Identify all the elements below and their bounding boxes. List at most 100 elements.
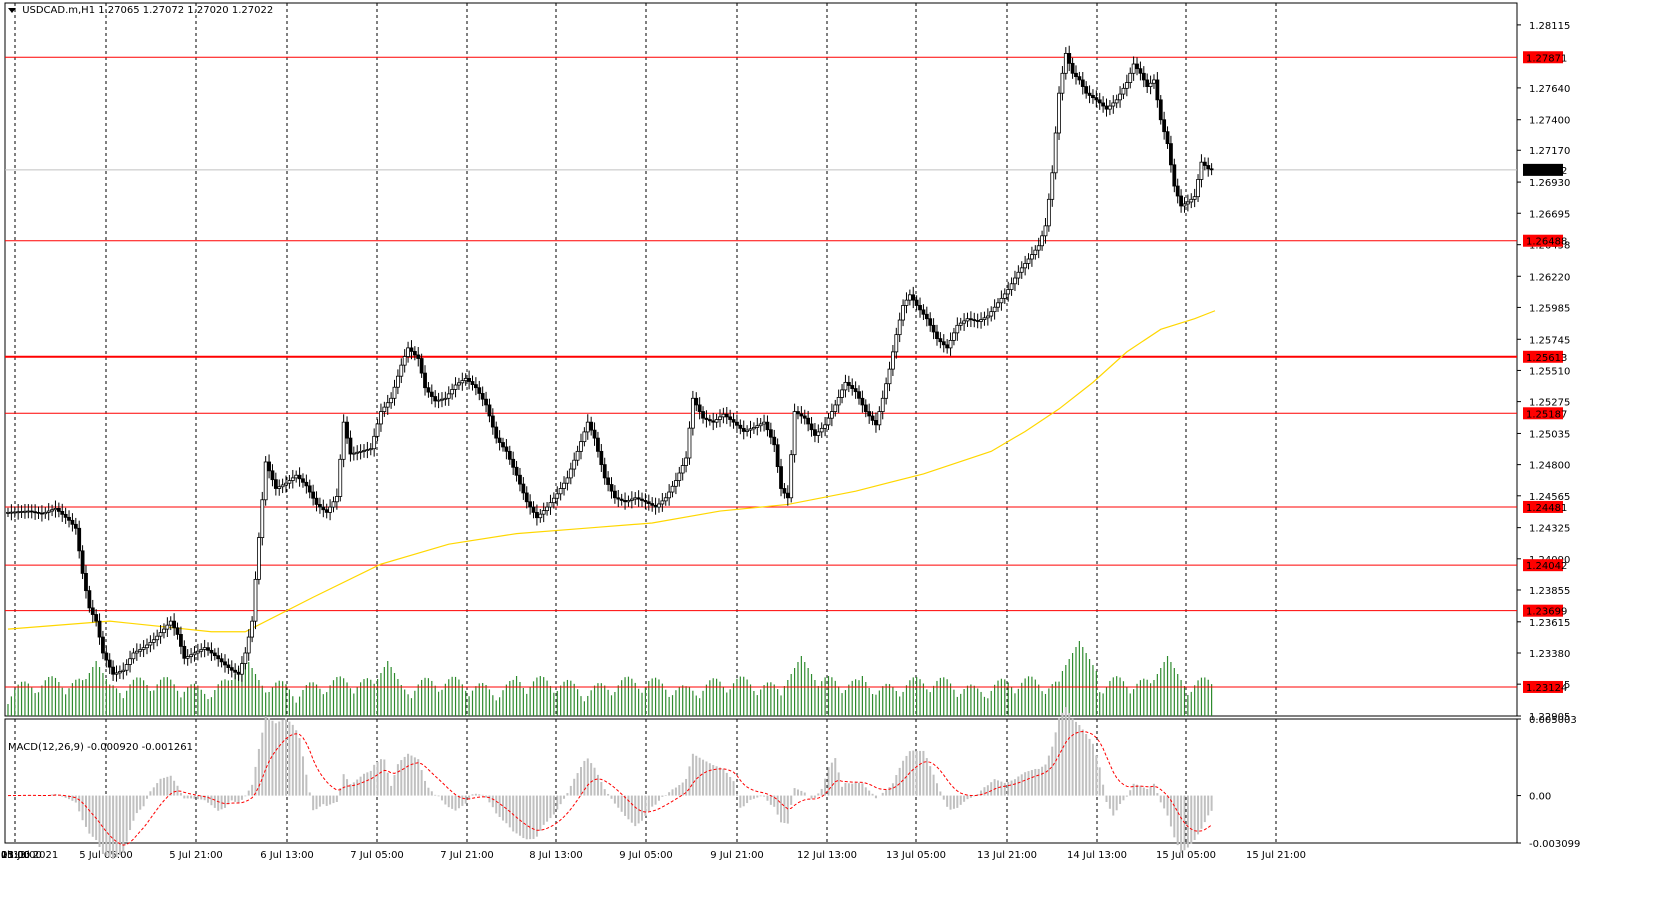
- candle-body: [843, 381, 848, 391]
- candle-body: [504, 446, 509, 452]
- price-level-tag: [1523, 407, 1563, 420]
- time-axis-label: 7 Jul 05:00: [350, 850, 404, 861]
- candle-body: [965, 318, 970, 322]
- candle-body: [558, 488, 563, 495]
- candle-body: [199, 649, 204, 652]
- candle-body: [545, 506, 549, 512]
- candle-body: [928, 318, 933, 326]
- candle-body: [1124, 82, 1129, 89]
- time-axis-label: 20 Jul 13:00: [0, 850, 30, 861]
- candle-body: [562, 482, 566, 489]
- candle-body: [107, 659, 112, 668]
- macd-tick-label: -0.003099: [1529, 839, 1580, 850]
- candle-body: [1182, 203, 1187, 207]
- candle-body: [341, 421, 346, 460]
- candle-body: [640, 498, 644, 501]
- candle-body: [1196, 179, 1200, 198]
- candle-body: [596, 437, 600, 452]
- candle-body: [718, 416, 722, 420]
- candle-body: [202, 647, 207, 650]
- candle-body: [514, 466, 519, 476]
- candle-body: [396, 375, 400, 388]
- triangle-down-icon[interactable]: [8, 7, 16, 13]
- price-level-tag-label: 1.25613: [1526, 353, 1567, 364]
- candle-body: [172, 620, 177, 629]
- candle-body: [524, 492, 529, 503]
- candle-body: [802, 415, 807, 419]
- candle-body: [775, 444, 780, 468]
- candle-body: [175, 627, 180, 635]
- candle-body: [840, 389, 844, 398]
- candle-body: [189, 654, 193, 657]
- candle-body: [735, 421, 739, 426]
- candle-body: [979, 319, 983, 322]
- candle-body: [124, 664, 129, 671]
- candle-body: [67, 516, 71, 521]
- candle-body: [1169, 143, 1173, 166]
- price-tick-label: 1.25745: [1529, 335, 1570, 346]
- candle-body: [1148, 82, 1153, 87]
- candle-body: [968, 318, 973, 321]
- price-level-tag-label: 1.25187: [1526, 409, 1567, 420]
- candle-body: [9, 511, 14, 514]
- candle-body: [636, 497, 641, 500]
- candle-body: [758, 423, 763, 427]
- candle-body: [748, 428, 753, 431]
- candle-body: [277, 486, 282, 489]
- price-tick-label: 1.22905: [1529, 712, 1570, 723]
- candle-body: [280, 484, 285, 488]
- candle-body: [1111, 102, 1116, 107]
- candle-body: [284, 482, 288, 486]
- candle-body: [473, 384, 478, 389]
- candle-body: [772, 436, 777, 446]
- candle-body: [463, 378, 468, 382]
- candle-body: [1175, 185, 1180, 197]
- candle-body: [412, 351, 417, 356]
- price-tick-label: 1.24325: [1529, 524, 1570, 535]
- candle-body: [1172, 164, 1177, 187]
- price-tick-label: 1.25985: [1529, 303, 1570, 314]
- price-tick-label: 1.24800: [1529, 461, 1570, 472]
- candle-body: [884, 383, 889, 399]
- candle-body: [60, 510, 65, 515]
- candle-body: [304, 481, 309, 487]
- candle-body: [216, 655, 221, 660]
- candle-body: [914, 299, 919, 306]
- candle-body: [1179, 195, 1183, 207]
- candle-body: [663, 497, 668, 502]
- candle-body: [467, 378, 472, 382]
- candle-body: [419, 358, 424, 374]
- candle-body: [443, 397, 448, 400]
- candle-body: [650, 503, 655, 506]
- candle-body: [453, 384, 458, 390]
- candle-body: [236, 671, 241, 675]
- candle-body: [660, 500, 665, 505]
- price-level-tag: [1523, 163, 1563, 176]
- candle-body: [73, 523, 78, 529]
- price-level-tag: [1523, 51, 1563, 64]
- candle-body: [826, 417, 831, 426]
- candle-body: [606, 477, 611, 485]
- candle-body: [921, 309, 926, 315]
- candle-body: [307, 485, 312, 493]
- candle-body: [46, 510, 51, 513]
- candle-body: [50, 509, 54, 512]
- candle-body: [924, 313, 929, 320]
- candle-body: [1019, 267, 1024, 273]
- candle-body: [480, 393, 485, 400]
- macd-tick-label: 0.005003: [1529, 715, 1577, 726]
- candle-body: [846, 381, 851, 386]
- candle-body: [301, 478, 305, 483]
- candle-body: [1023, 263, 1028, 269]
- candle-body: [904, 299, 909, 306]
- candle-body: [823, 424, 827, 429]
- macd-tick-label: 0.00: [1529, 792, 1551, 803]
- candle-body: [1104, 105, 1109, 110]
- candle-body: [1165, 131, 1170, 145]
- time-axis-label: 14 Jul 13:00: [1067, 850, 1127, 861]
- candle-body: [392, 386, 397, 399]
- candle-body: [433, 396, 438, 402]
- candle-body: [63, 513, 68, 518]
- candle-body: [56, 508, 61, 512]
